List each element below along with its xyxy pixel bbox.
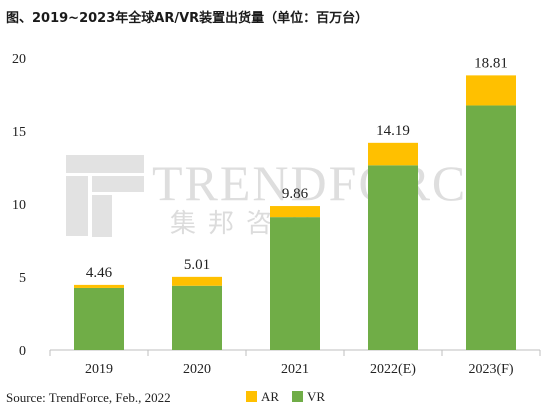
- bar-vr: [172, 285, 222, 350]
- x-tick-label: 2021: [281, 362, 309, 377]
- chart-legend: AR VR: [246, 389, 325, 404]
- x-tick-label: 2022(E): [370, 362, 416, 377]
- bar-total-label: 5.01: [184, 257, 210, 273]
- bar-ar: [270, 206, 320, 218]
- legend-label-vr: VR: [307, 389, 325, 404]
- x-tick-label: 2023(F): [468, 362, 513, 377]
- bar-ar: [466, 75, 516, 106]
- source-note: Source: TrendForce, Feb., 2022: [6, 390, 171, 405]
- y-tick-label: 0: [19, 344, 26, 359]
- x-tick-label: 2019: [85, 362, 113, 377]
- x-tick-label: 2020: [183, 362, 211, 377]
- bar-total-label: 4.46: [86, 265, 113, 281]
- chart-axes: 0 5 10 15 20 2019 2020 2021 2022(E) 2023(F): [12, 52, 541, 377]
- y-tick-label: 20: [12, 52, 26, 67]
- chart-title: 图、2019~2023年全球AR/VR装置出货量（单位：百万台）: [6, 10, 368, 26]
- legend-label-ar: AR: [261, 389, 279, 404]
- y-tick-label: 10: [12, 198, 26, 213]
- bar-ar: [74, 284, 124, 288]
- bar-total-label: 18.81: [474, 55, 508, 71]
- legend-swatch-vr: [292, 391, 303, 402]
- bar-total-label: 14.19: [376, 123, 410, 139]
- bar-vr: [368, 165, 418, 350]
- chart-labels: 4.46 5.01 9.86 14.19 18.81: [86, 55, 508, 281]
- watermark-brand: TRENDFORCE: [152, 155, 500, 211]
- bar-total-label: 9.86: [282, 186, 309, 202]
- y-tick-label: 15: [12, 125, 26, 140]
- chart-bars: [74, 75, 516, 350]
- trendforce-logo-icon: [66, 155, 144, 237]
- bar-ar: [172, 276, 222, 286]
- y-tick-label: 5: [19, 271, 26, 286]
- bar-ar: [368, 142, 418, 166]
- legend-swatch-ar: [246, 391, 257, 402]
- bar-vr: [74, 287, 124, 350]
- bar-vr: [466, 105, 516, 350]
- bar-vr: [270, 217, 320, 350]
